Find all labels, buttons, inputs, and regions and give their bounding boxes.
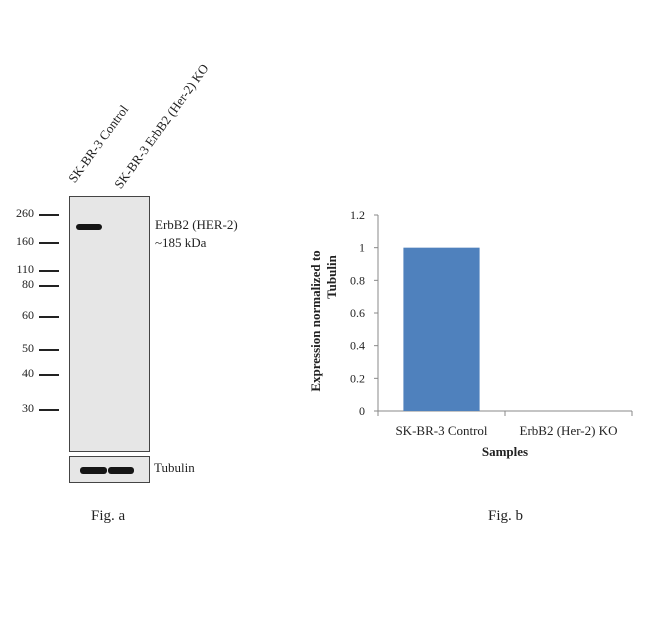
y-tick-label: 1 — [359, 241, 365, 255]
mw-tick-80 — [39, 285, 59, 287]
figure-b-caption: Fig. b — [488, 508, 524, 524]
mw-tick-110 — [39, 270, 59, 272]
x-category-label: ErbB2 (Her-2) KO — [520, 423, 618, 438]
tubulin-band-control — [80, 467, 107, 474]
y-tick-label: 0.6 — [350, 306, 365, 320]
figure-a-caption: Fig. a — [91, 508, 126, 524]
band-label-size: ~185 kDa — [155, 235, 207, 250]
tubulin-band-ko — [108, 467, 134, 474]
mw-tick-60 — [39, 316, 59, 318]
mw-marker-160: 160 — [16, 234, 34, 248]
erbb2-band-control — [76, 224, 102, 230]
mw-tick-40 — [39, 374, 59, 376]
mw-tick-160 — [39, 242, 59, 244]
y-tick-label: 0.8 — [350, 273, 365, 287]
mw-marker-80: 80 — [22, 277, 34, 291]
band-label-erbb2: ErbB2 (HER-2) — [155, 217, 238, 232]
tubulin-blot — [69, 456, 150, 483]
blot-membrane — [69, 196, 150, 452]
mw-tick-30 — [39, 409, 59, 411]
y-tick-label: 0.4 — [350, 339, 365, 353]
y-axis-title-line2: Tubulin — [324, 254, 339, 298]
x-category-label: SK-BR-3 Control — [395, 423, 487, 438]
y-tick-label: 0.2 — [350, 371, 365, 385]
mw-tick-50 — [39, 349, 59, 351]
mw-marker-260: 260 — [16, 206, 34, 220]
tubulin-label: Tubulin — [154, 460, 195, 475]
mw-marker-110: 110 — [16, 262, 34, 276]
mw-tick-260 — [39, 214, 59, 216]
y-tick-label: 1.2 — [350, 208, 365, 222]
bar-0 — [403, 247, 480, 411]
x-axis-title: Samples — [482, 444, 528, 459]
chart-bars — [403, 247, 480, 411]
chart-labels: 0 0.2 0.4 0.6 0.8 1 1.2 SK-BR-3 Control ErbB2 (H… — [308, 208, 617, 459]
mw-marker-30: 30 — [22, 401, 34, 415]
y-axis-title-line1: Expression normalized to — [308, 250, 323, 391]
mw-marker-60: 60 — [22, 308, 34, 322]
mw-marker-50: 50 — [22, 341, 34, 355]
y-tick-label: 0 — [359, 404, 365, 418]
mw-marker-40: 40 — [22, 366, 34, 380]
